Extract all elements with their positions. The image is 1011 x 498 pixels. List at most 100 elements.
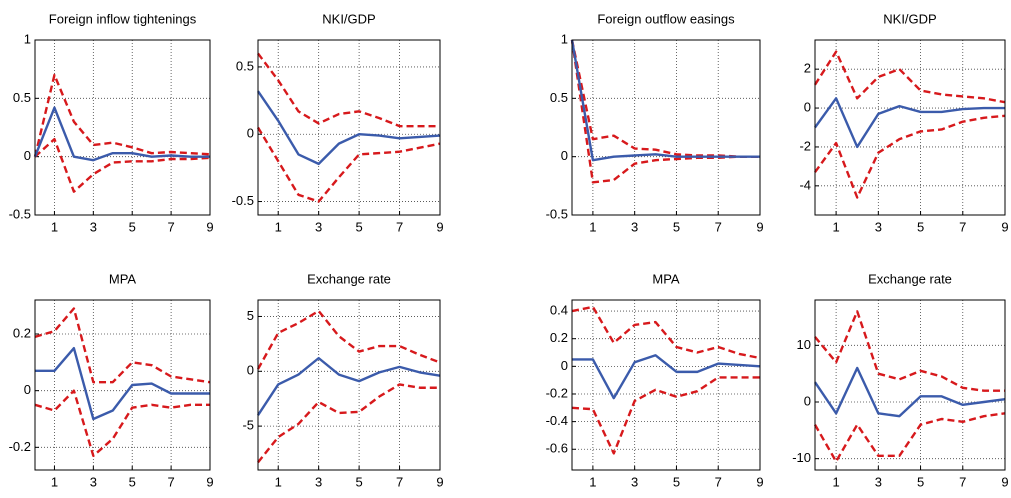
y-tick-label: -10 [792,450,811,465]
x-tick-label: 9 [436,219,443,234]
x-tick-label: 3 [90,219,97,234]
x-tick-label: 1 [589,474,596,489]
x-tick-label: 9 [206,474,213,489]
plot-area [815,40,1005,215]
x-tick-label: 7 [715,474,722,489]
y-tick-label: -0.2 [9,439,31,454]
x-tick-label: 7 [715,219,722,234]
x-tick-label: 5 [129,474,136,489]
x-tick-label: 1 [51,474,58,489]
panel: Exchange rate -10 0 10 1 3 5 7 9 [792,271,1008,489]
x-tick-label: 3 [631,474,638,489]
axes-box [34,39,211,216]
x-tick-label: 5 [917,219,924,234]
series-line [33,106,210,162]
x-tick-label: 5 [355,219,362,234]
y-tick-label: 0.5 [13,90,31,105]
x-tick-label: 9 [756,474,763,489]
x-tick-label: 7 [167,474,174,489]
y-tick-label: 10 [797,337,811,352]
x-tick-label: 7 [959,219,966,234]
x-tick-label: 1 [589,219,596,234]
y-tick-label: -0.4 [546,413,568,428]
y-tick-label: 0 [561,148,568,163]
y-tick-label: -2 [799,138,811,153]
x-tick-label: 1 [275,219,282,234]
series-line [814,114,1006,199]
y-tick-label: 1 [24,31,31,46]
y-tick-label: 0 [804,393,811,408]
x-tick-label: 3 [631,219,638,234]
y-tick-label: -0.5 [9,206,31,221]
series-line [34,307,211,384]
x-tick-label: 7 [167,219,174,234]
y-tick-label: 0 [24,382,31,397]
axes-box [257,299,441,471]
axes-box [814,39,1006,216]
x-tick-label: 1 [832,219,839,234]
y-tick-label: -0.5 [546,206,568,221]
series-line [256,126,441,203]
panel-title: MPA [109,271,137,286]
y-tick-label: 0 [247,126,254,141]
x-tick-label: 7 [396,474,403,489]
y-tick-label: -5 [242,418,254,433]
y-tick-label: 0.5 [236,58,254,73]
y-tick-label: -0.5 [232,193,254,208]
series-line [34,137,211,193]
x-tick-label: 3 [90,474,97,489]
panel: Exchange rate -5 0 5 1 3 5 7 9 [242,271,443,489]
series-line [570,39,760,162]
x-tick-label: 5 [917,474,924,489]
panel: Foreign inflow tightenings -0.5 0 0.5 1 1 3 5 7 9 [9,11,214,234]
axes-box [571,299,761,471]
series-line [257,90,441,166]
panel: NKI/GDP -4 -2 0 2 1 3 5 7 9 [799,11,1008,234]
x-tick-label: 5 [355,474,362,489]
panel-title: Foreign outflow easings [597,11,735,26]
series-line [572,354,761,400]
axes-box [257,39,441,216]
y-tick-label: 2 [804,61,811,76]
x-tick-label: 5 [129,219,136,234]
panel: MPA -0.2 0 0.2 1 3 5 7 9 [9,271,214,489]
plot-area [35,300,210,470]
y-tick-label: 5 [247,308,254,323]
plot-area [258,40,440,215]
y-tick-label: 0 [804,99,811,114]
panel-title: Exchange rate [307,271,391,286]
x-tick-label: 7 [959,474,966,489]
y-tick-label: 1 [561,31,568,46]
plot-area [815,300,1005,470]
panel: MPA -0.6 -0.4 -0.2 0 0.2 0.4 1 3 5 7 9 [546,271,764,489]
x-tick-label: 9 [1001,219,1008,234]
panel: Foreign outflow easings -0.5 0 0.5 1 1 3 5 7 9 [546,11,764,234]
plot-area [572,300,760,470]
series-line [570,39,760,158]
panel-title: NKI/GDP [322,11,375,26]
y-tick-label: 0.2 [550,330,568,345]
y-tick-label: 0.2 [13,325,31,340]
series-line [257,383,440,464]
series-line [570,39,760,184]
axes-box [814,299,1006,471]
plot-area [572,40,760,215]
x-tick-label: 3 [315,474,322,489]
series-line [571,376,760,455]
x-tick-label: 9 [1001,474,1008,489]
y-tick-label: 0 [561,358,568,373]
series-line [256,309,441,370]
series-line [34,389,210,458]
series-line [814,366,1006,418]
panel-title: MPA [652,271,680,286]
y-tick-label: -0.6 [546,441,568,456]
x-tick-label: 9 [436,474,443,489]
y-tick-label: 0.4 [550,302,568,317]
panel-title: Exchange rate [868,271,952,286]
y-tick-label: -4 [799,177,811,192]
axes-box [571,39,761,216]
axes-box [34,299,211,471]
x-tick-label: 1 [51,219,58,234]
x-tick-label: 3 [315,219,322,234]
